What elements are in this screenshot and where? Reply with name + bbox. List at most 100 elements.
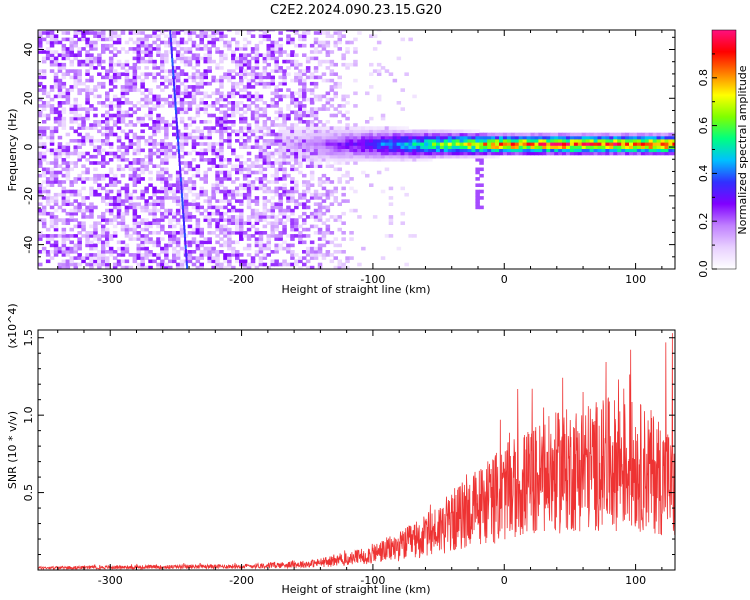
spectrogram-cell: [219, 85, 224, 89]
spectrogram-cell: [601, 139, 606, 143]
spectrogram-cell: [459, 154, 465, 159]
spectrogram-cell: [187, 135, 193, 140]
spectrogram-cell: [420, 129, 425, 134]
spectrogram-cell: [282, 69, 287, 73]
spectrogram-cell: [605, 132, 610, 137]
spectrogram-cell: [302, 43, 307, 48]
spectrogram-cell: [168, 177, 173, 181]
spectrogram-cell: [231, 240, 236, 245]
spectrogram-cell: [278, 139, 283, 143]
spectrogram-cell: [116, 259, 122, 264]
spectrogram-cell: [420, 151, 425, 156]
spectrogram-cell: [372, 139, 378, 143]
spectrogram-cell: [124, 123, 130, 127]
spectrogram-cell: [613, 145, 618, 149]
spectrogram-cell: [195, 224, 201, 229]
spectrogram-cell: [89, 202, 94, 206]
spectrogram-cell: [215, 148, 220, 153]
spectrogram-cell: [152, 139, 157, 143]
spectrogram-cell: [183, 50, 189, 54]
spectrogram-cell: [581, 135, 587, 140]
spectrogram-cell: [215, 262, 220, 267]
spectrogram-cell: [132, 227, 138, 232]
spectrogram-cell: [242, 139, 248, 143]
spectrogram-cell: [254, 231, 260, 235]
streak-cell: [173, 93, 176, 99]
spectrogram-cell: [365, 91, 370, 96]
spectrogram-cell: [105, 221, 110, 225]
spectrogram-cell: [506, 145, 512, 149]
spectrogram-cell: [38, 151, 43, 156]
spectrogram-cell: [112, 69, 118, 73]
spectrogram-cell: [625, 139, 630, 143]
spectrogram-cell: [164, 211, 169, 216]
spectrogram-cell: [302, 120, 307, 124]
spectrogram-cell: [522, 135, 528, 140]
spectrogram-cell: [625, 142, 630, 146]
spectrogram-cell: [294, 221, 299, 225]
spectrogram-cell: [183, 72, 189, 76]
spectrogram-cell: [144, 253, 149, 257]
spectrogram-cell: [41, 31, 47, 35]
spectrogram-cell: [69, 183, 74, 187]
spectrogram-cell: [349, 231, 354, 235]
spectrogram-cell: [290, 101, 295, 105]
spectrogram-cell: [164, 69, 169, 73]
spectrogram-cell: [112, 231, 118, 235]
spectrogram-cell: [345, 62, 350, 67]
spectrogram-cell: [231, 164, 236, 168]
spectrogram-cell: [510, 151, 516, 156]
spectrogram-cell: [388, 154, 394, 159]
spectrogram-cell: [337, 40, 342, 45]
spectrogram-cell: [140, 123, 145, 127]
spectrogram-cell: [239, 237, 244, 241]
streak-cell: [175, 117, 178, 123]
spectrogram-cell: [278, 154, 283, 159]
spectrogram-cell: [53, 158, 59, 162]
spectrogram-cell: [566, 132, 571, 137]
spectrogram-cell: [195, 205, 201, 210]
spectrogram-cell: [105, 132, 110, 137]
spectrogram-cell: [215, 208, 220, 213]
spectrogram-cell: [231, 231, 236, 235]
spectrogram-cell: [278, 211, 283, 216]
spectrogram-cell: [317, 196, 323, 200]
spectrogram-cell: [566, 142, 571, 146]
spectrogram-cell: [357, 142, 362, 146]
spectrogram-cell: [101, 142, 106, 146]
spectrogram-cell: [41, 113, 47, 118]
spectrogram-cell: [77, 139, 82, 143]
spectrogram-cell: [672, 148, 675, 153]
spectrogram-cell: [38, 158, 43, 162]
spectrogram-cell: [152, 202, 157, 206]
spectrogram-cell: [546, 135, 551, 140]
spectrogram-cell: [369, 85, 374, 89]
spectrogram-cell: [514, 135, 520, 140]
spectrogram-cell: [396, 151, 402, 156]
spectrogram-cell: [223, 120, 228, 124]
spectrogram-cell: [286, 132, 291, 137]
spectrogram-cell: [495, 132, 500, 137]
spectrogram-cell: [294, 199, 299, 203]
spectrogram-cell: [112, 173, 118, 178]
spectrogram-cell: [105, 173, 110, 178]
spectrogram-cell: [175, 177, 181, 181]
spectrogram-cell: [270, 91, 275, 96]
spectrogram-cell: [175, 53, 181, 57]
spectrogram-cell: [558, 142, 563, 146]
spectrogram-cell: [302, 173, 307, 178]
spectrogram-cell: [128, 167, 134, 172]
spectrogram-cell: [629, 142, 634, 146]
spectrogram-cell: [573, 135, 579, 140]
spectrogram-cell: [361, 145, 366, 149]
spectrogram-cell: [664, 148, 669, 153]
spectrogram-cell: [223, 116, 228, 121]
spectrogram-cell: [239, 234, 244, 238]
spectrogram-cell: [124, 199, 130, 203]
spectrogram-cell: [270, 227, 275, 232]
spectrogram-cell: [38, 135, 43, 140]
spectrogram-cell: [85, 40, 90, 45]
spectrogram-cell: [242, 177, 248, 181]
spectrogram-cell: [195, 142, 201, 146]
spectrogram-cell: [81, 62, 86, 67]
